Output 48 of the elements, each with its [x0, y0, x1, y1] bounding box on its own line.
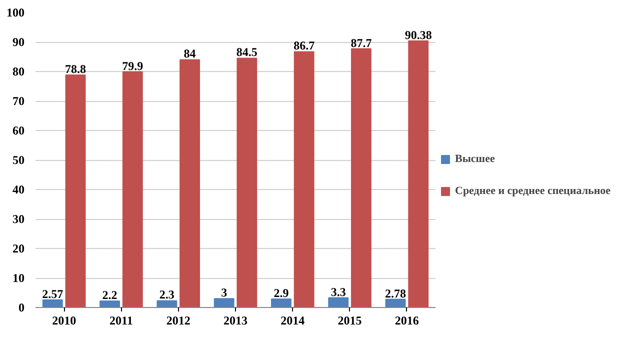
x-tick-label: 2011 — [110, 314, 133, 328]
bar — [42, 299, 63, 308]
data-label: 86.7 — [294, 38, 315, 53]
x-tick-label: 2016 — [394, 314, 419, 328]
data-label: 84.5 — [236, 45, 258, 60]
y-tick-label: 90 — [12, 35, 24, 49]
data-label: 84 — [184, 46, 196, 61]
bar — [100, 300, 120, 308]
bar — [156, 300, 178, 308]
y-tick-label: 40 — [12, 182, 24, 196]
x-tick-label: 2012 — [166, 314, 190, 328]
data-label: 2.78 — [385, 286, 406, 300]
data-label: 2.2 — [102, 288, 118, 302]
x-tick-label: 2010 — [52, 314, 76, 328]
data-label: 2.3 — [159, 288, 174, 302]
bar — [122, 71, 143, 308]
data-label: 79.9 — [122, 58, 144, 73]
data-label: 90.38 — [404, 28, 432, 42]
legend-label: Высшее — [455, 153, 495, 165]
bar — [271, 298, 292, 308]
bar — [236, 58, 258, 308]
legend-label: Среднее и среднее специальное — [455, 185, 611, 197]
y-tick-label: 70 — [12, 94, 24, 108]
y-tick-label: 30 — [12, 212, 24, 226]
y-tick-label: 60 — [12, 124, 24, 138]
x-tick-label: 2014 — [280, 314, 305, 328]
y-tick-label: 20 — [12, 242, 24, 256]
data-label: 2.57 — [42, 286, 64, 301]
y-tick-label: 10 — [12, 271, 24, 285]
bar — [351, 48, 372, 308]
data-label: 3.3 — [330, 284, 346, 299]
x-tick-label: 2015 — [338, 314, 362, 328]
x-tick-label: 2013 — [224, 314, 248, 328]
y-tick-label: 50 — [12, 153, 24, 167]
data-label: 2.9 — [274, 286, 289, 300]
bar — [65, 74, 86, 308]
data-label: 87.7 — [350, 36, 372, 50]
bar — [328, 297, 349, 308]
bar — [294, 51, 314, 308]
bar — [408, 40, 429, 308]
bar — [385, 298, 406, 308]
y-tick-label: 80 — [12, 64, 24, 78]
y-tick-label: 100 — [6, 6, 24, 20]
y-tick-label: 0 — [18, 300, 24, 314]
bar — [180, 59, 200, 308]
data-label: 78.8 — [65, 62, 86, 76]
bar — [214, 298, 234, 308]
data-label: 3 — [221, 286, 228, 300]
